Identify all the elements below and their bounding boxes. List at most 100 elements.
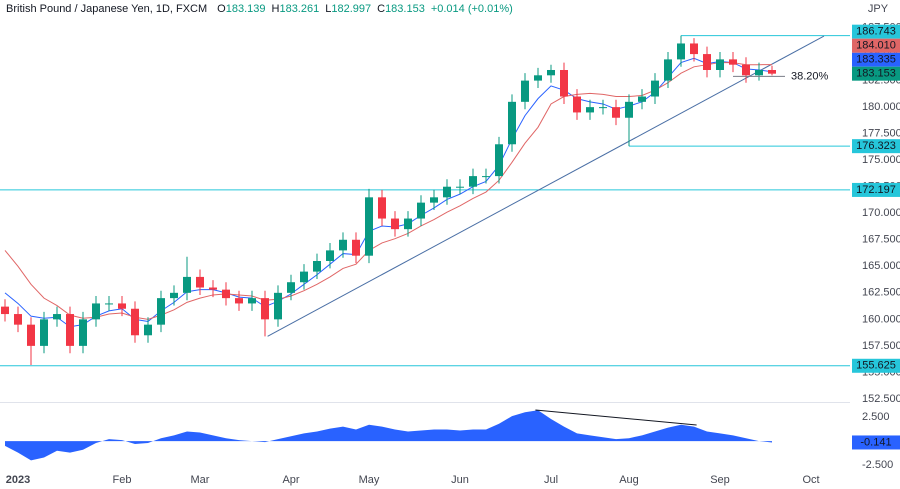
candle-body (14, 314, 22, 325)
candle-body (443, 186, 451, 198)
price-tag (852, 66, 900, 81)
candle-body (768, 69, 776, 74)
y-tick-label: 170.000 (862, 207, 900, 219)
quote-key: O (217, 3, 226, 15)
candle-body (157, 298, 165, 325)
candle-body (690, 43, 698, 55)
candle-body (365, 197, 373, 256)
price-tag-label: 155.625 (856, 360, 896, 372)
price-tag-label: 183.153 (856, 68, 896, 80)
osc-tick-label: -2.500 (862, 459, 893, 471)
x-tick-label: Apr (282, 474, 299, 486)
candle-body (105, 303, 113, 305)
candle-body (326, 250, 334, 261)
quote-value: 183.153 (385, 3, 425, 15)
candle-body (638, 96, 646, 102)
price-tag-label: 172.197 (856, 184, 896, 196)
candle-body (586, 107, 594, 113)
candle-body (79, 319, 87, 346)
candle-body (573, 96, 581, 113)
currency-label: JPY (868, 3, 889, 15)
moving-average (4, 57, 773, 328)
quote-key: H (272, 3, 280, 15)
candle-body (378, 197, 386, 219)
quote-key: C (377, 3, 385, 15)
y-tick-label: 165.000 (862, 260, 900, 272)
candle-body (495, 144, 503, 177)
x-tick-label: May (359, 474, 380, 486)
candle-body (534, 75, 542, 81)
x-tick-label: Sep (710, 474, 730, 486)
candle-body (209, 287, 217, 290)
candle-body (599, 107, 607, 109)
candle-body (560, 69, 568, 97)
candle-body (352, 239, 360, 256)
candle-body (482, 176, 490, 178)
candle-body (391, 218, 399, 230)
candle-body (521, 80, 529, 102)
candle-body (755, 69, 763, 76)
osc-trendline (535, 409, 697, 426)
candle-body (300, 271, 308, 283)
osc-tag (852, 435, 900, 450)
candle-body (742, 64, 750, 76)
candle-body (144, 324, 152, 336)
price-tag-label: 176.323 (856, 140, 896, 152)
candle-body (53, 314, 61, 320)
price-tag (852, 24, 900, 39)
y-tick-label: 152.500 (862, 393, 900, 405)
price-tag (852, 182, 900, 197)
candle-body (131, 308, 139, 336)
quote-key: L (325, 3, 331, 15)
candle-body (248, 298, 256, 304)
candle-body (92, 303, 100, 320)
candle-body (703, 54, 711, 70)
price-tag-label: 184.010 (856, 40, 896, 52)
change: +0.014 (+0.01%) (431, 3, 513, 15)
price-tag (852, 52, 900, 67)
candle-body (27, 324, 35, 346)
candle-body (612, 107, 620, 118)
candle-body (651, 80, 659, 97)
y-tick-label: 162.500 (862, 287, 900, 299)
chart-header: British Pound / Japanese Yen, 1D, FXCM O1… (6, 3, 513, 15)
candle-body (170, 292, 178, 299)
candle-body (456, 186, 464, 188)
candle-body (469, 176, 477, 187)
symbol: British Pound / Japanese Yen, 1D, FXCM (6, 3, 207, 15)
candle-body (1, 306, 9, 315)
quote-value: 182.997 (331, 3, 371, 15)
quote-value: 183.139 (226, 3, 266, 15)
osc-tag-label: -0.141 (860, 436, 891, 448)
price-tag (852, 358, 900, 373)
candle-body (417, 202, 425, 219)
price-tag (852, 38, 900, 53)
x-tick-label: Aug (619, 474, 639, 486)
price-tag-label: 183.335 (856, 54, 896, 66)
candle-body (664, 59, 672, 81)
y-tick-label: 180.000 (862, 101, 900, 113)
y-tick-label: 157.500 (862, 340, 900, 352)
osc-tick-label: 2.500 (862, 411, 890, 423)
candle-body (547, 69, 555, 76)
candle-body (40, 319, 48, 346)
y-tick-label: 167.500 (862, 234, 900, 246)
candle-body (625, 101, 633, 118)
x-tick-label: Jun (451, 474, 469, 486)
candle-body (261, 298, 269, 320)
candle-body (716, 59, 724, 70)
moving-average (4, 62, 773, 320)
candle-body (274, 292, 282, 320)
candle-body (222, 289, 230, 299)
x-tick-label: Oct (802, 474, 819, 486)
quote-value: 183.261 (279, 3, 319, 15)
candle-body (66, 314, 74, 346)
candle-body (508, 101, 516, 145)
y-tick-label: 160.000 (862, 313, 900, 325)
x-tick-label: Jul (544, 474, 558, 486)
candle-body (235, 298, 243, 304)
candle-body (313, 260, 321, 272)
oscillator-area (5, 410, 772, 461)
candle-body (196, 276, 204, 288)
